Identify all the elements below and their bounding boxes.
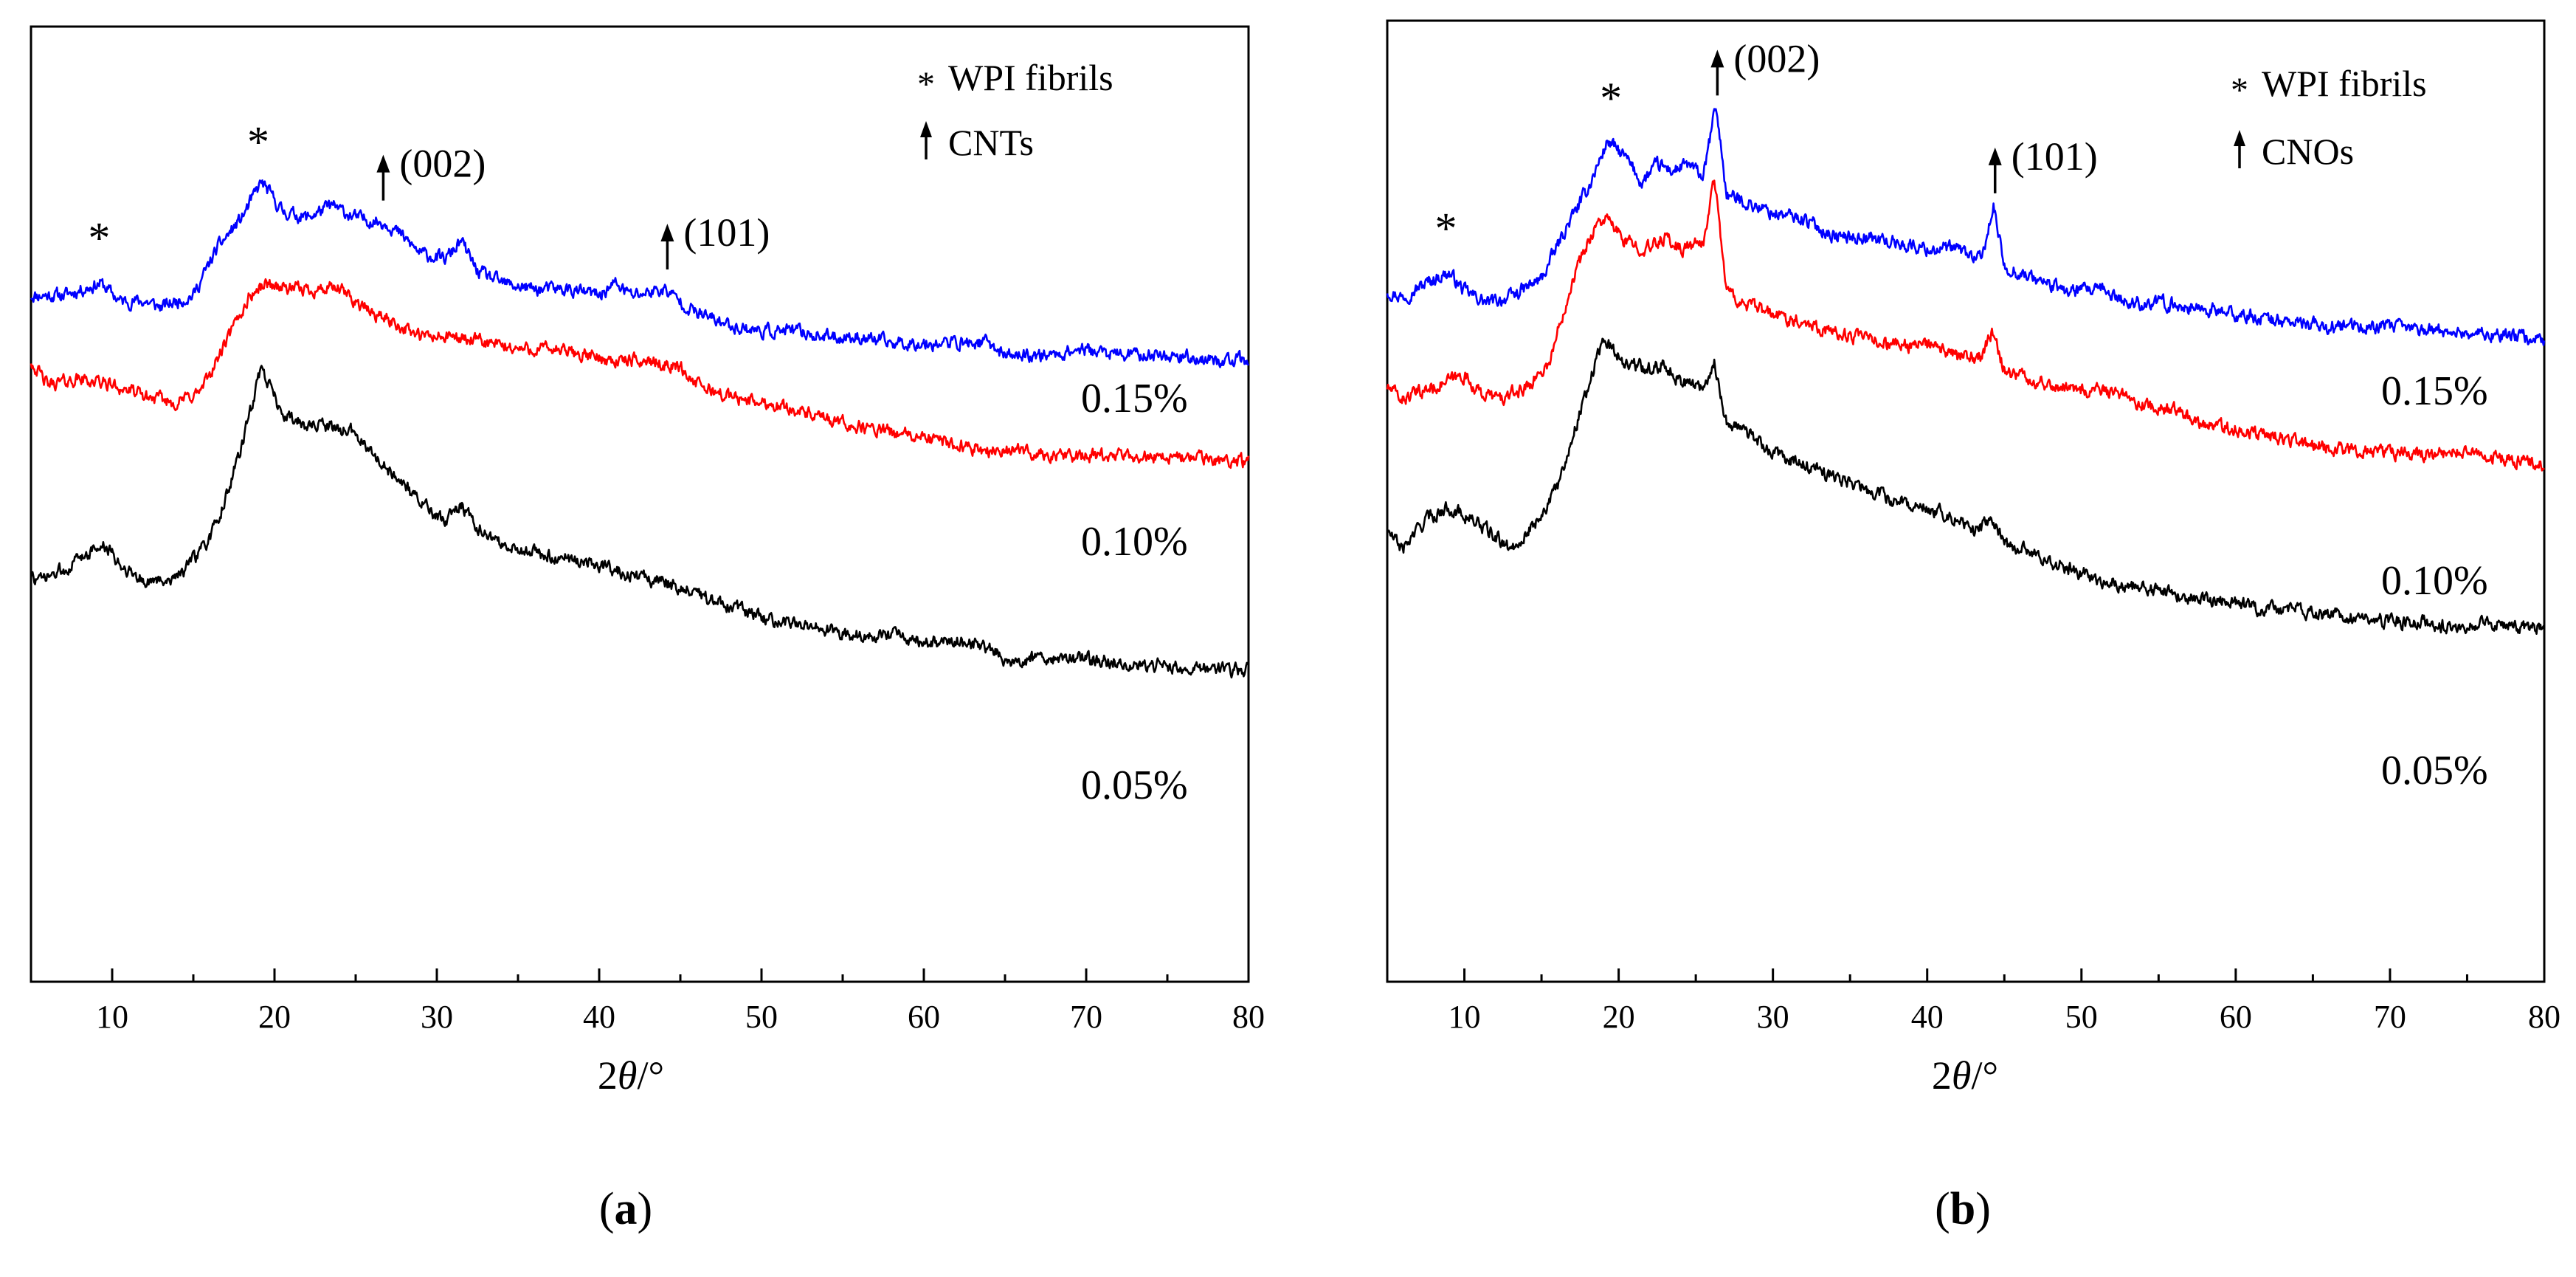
peak-miller-index: (002): [399, 142, 486, 186]
x-tick-label: 60: [908, 999, 940, 1035]
panel-label: (a): [599, 1184, 652, 1234]
chart-panel-a: 10 20 30 40 50 60 70 80 2θ/° 0.15% 0.10% 0.05% * * (00…: [30, 25, 1265, 1234]
x-tick-label: 40: [1911, 999, 1944, 1035]
x-tick-label: 50: [2065, 999, 2098, 1035]
xrd-series-0-10pct: [30, 278, 1250, 469]
legend-arrowhead-icon: [2234, 130, 2245, 146]
series-label: 0.05%: [1081, 763, 1188, 808]
series-label: 0.15%: [1081, 376, 1188, 421]
legend-label: WPI fibrils: [948, 57, 1113, 98]
x-tick-label: 60: [2220, 999, 2252, 1035]
x-tick-label: 20: [1603, 999, 1635, 1035]
x-tick-label: 50: [745, 999, 778, 1035]
peak-miller-index: (002): [1733, 36, 1820, 80]
chart-panel-b: 10 20 30 40 50 60 70 80 2θ/° 0.15% 0.10% 0.05% * * (00…: [1386, 19, 2561, 1234]
xrd-series-0-15pct: [30, 179, 1250, 368]
peak-miller-index: (101): [2012, 134, 2098, 179]
legend-arrowhead-icon: [920, 121, 932, 137]
plot-frame: [30, 25, 1250, 983]
peak-arrowhead-icon: [660, 224, 674, 242]
peak-star-marker: *: [1434, 204, 1457, 252]
x-axis-label: 2θ/°: [1932, 1053, 1998, 1098]
x-tick-label: 80: [1232, 999, 1265, 1035]
x-tick-label: 10: [96, 999, 128, 1035]
x-tick-label: 80: [2528, 999, 2561, 1035]
x-tick-label: 10: [1448, 999, 1481, 1035]
x-tick-label: 30: [421, 999, 453, 1035]
xrd-series-0-15pct: [1386, 108, 2546, 346]
x-tick-label: 20: [258, 999, 291, 1035]
peak-miller-index: (101): [683, 210, 770, 255]
xrd-series-0-10pct: [1386, 179, 2545, 472]
peak-arrowhead-icon: [376, 154, 390, 173]
x-axis-label: 2θ/°: [598, 1053, 664, 1098]
xrd-series-0-05pct: [30, 365, 1249, 679]
panel-label: (b): [1935, 1184, 1991, 1234]
x-tick-label: 30: [1757, 999, 1789, 1035]
series-label: 0.05%: [2381, 748, 2488, 794]
peak-arrowhead-icon: [1988, 147, 2002, 165]
peak-star-marker: *: [88, 213, 110, 262]
legend-star-icon: *: [917, 65, 935, 104]
legend-label: CNTs: [948, 122, 1034, 163]
series-label: 0.10%: [2381, 558, 2488, 604]
legend-label: CNOs: [2262, 131, 2354, 172]
legend-star-icon: *: [2231, 71, 2248, 110]
x-tick-label: 70: [1070, 999, 1102, 1035]
xrd-series-0-05pct: [1386, 337, 2546, 635]
legend-label: WPI fibrils: [2262, 63, 2427, 104]
series-label: 0.15%: [2381, 368, 2488, 414]
series-label: 0.10%: [1081, 519, 1188, 565]
x-tick-label: 70: [2374, 999, 2406, 1035]
peak-star-marker: *: [1600, 74, 1622, 123]
peak-arrowhead-icon: [1710, 49, 1724, 68]
plot-frame: [1386, 19, 2546, 983]
x-tick-label: 40: [583, 999, 615, 1035]
peak-star-marker: *: [247, 117, 269, 166]
